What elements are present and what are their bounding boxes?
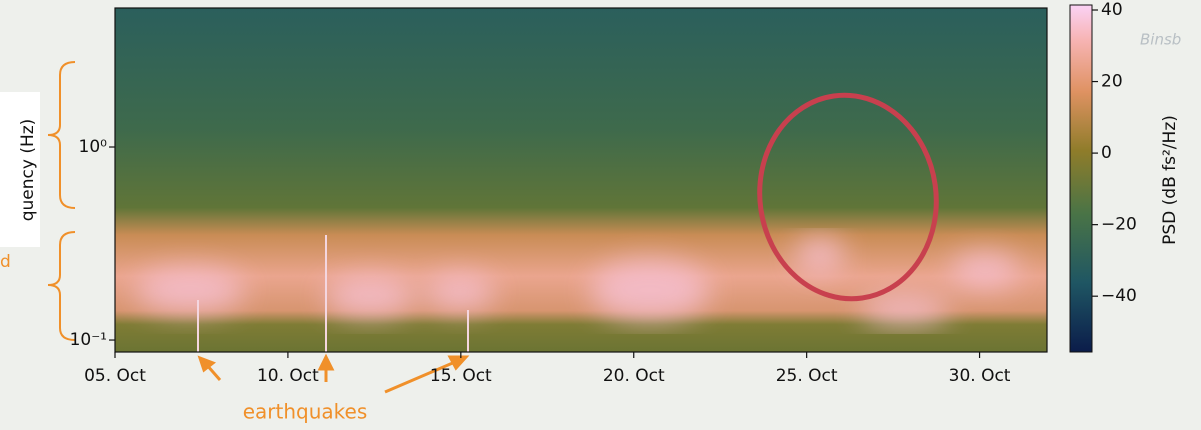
side-text: d (0, 252, 11, 272)
x-tick-label: 20. Oct (603, 366, 665, 386)
colorbar-label: PSD (dB fs²/Hz) (1160, 115, 1180, 245)
y-tick-label: 10⁰ (79, 137, 108, 157)
y-tick-label: 10⁻¹ (70, 330, 107, 350)
x-tick-label: 05. Oct (84, 366, 146, 386)
y-axis-label: quency (Hz) (18, 119, 38, 222)
colorbar-tick-label: 40 (1101, 0, 1123, 20)
colorbar (1070, 5, 1092, 352)
map-label: Binsb (1140, 31, 1181, 49)
braces (48, 62, 75, 340)
colorbar-tick-label: 0 (1101, 143, 1112, 163)
chart: Binsb PSD (dB fs²/Hz) quency (Hz) d eart… (0, 0, 1201, 430)
annotation: earthquakes (243, 400, 368, 424)
colorbar-tick-label: −40 (1101, 286, 1137, 306)
arrows (200, 357, 466, 392)
x-tick-label: 25. Oct (776, 366, 838, 386)
colorbar-tick-label: −20 (1101, 215, 1137, 235)
colorbar-tick-label: 20 (1101, 72, 1123, 92)
spectrogram (115, 8, 1047, 352)
x-tick-label: 30. Oct (949, 366, 1011, 386)
x-tick-label: 10. Oct (257, 366, 319, 386)
x-tick-label: 15. Oct (430, 366, 492, 386)
